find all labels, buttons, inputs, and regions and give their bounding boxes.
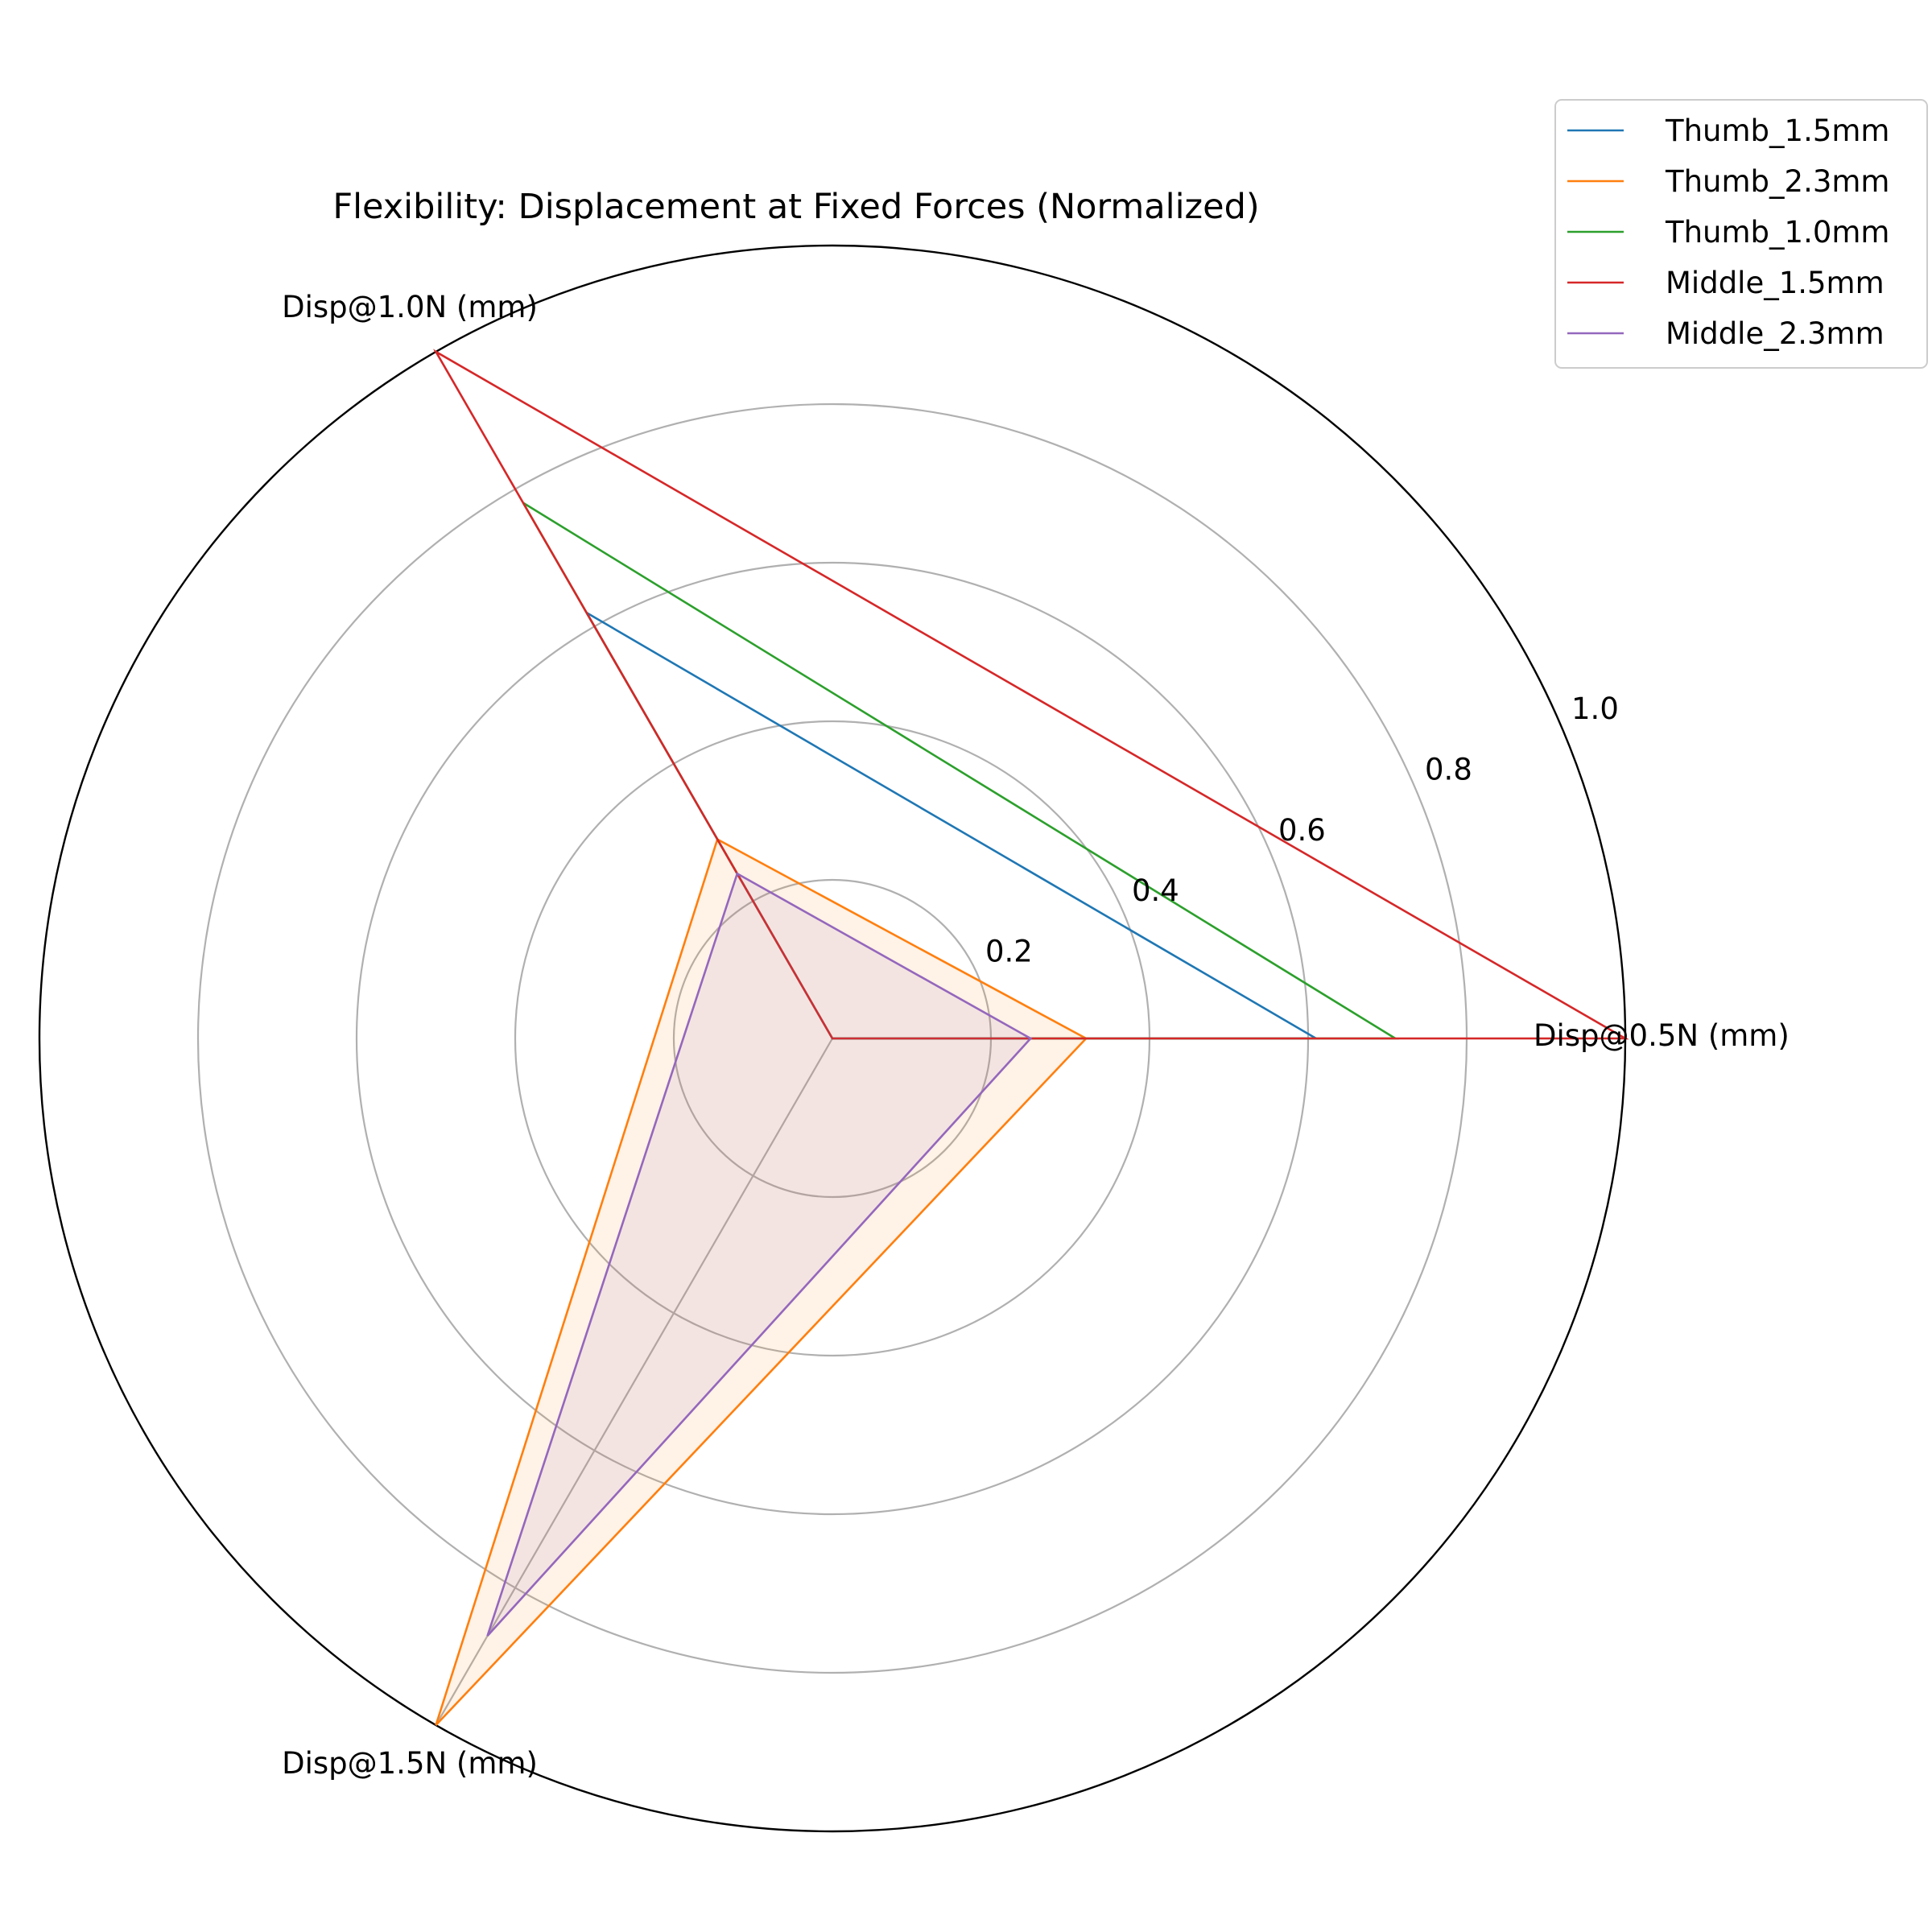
legend-label: Middle_2.3mm	[1666, 316, 1885, 351]
axis-label: Disp@0.5N (mm)	[1534, 1018, 1790, 1053]
legend-box	[1554, 99, 1928, 369]
series-line	[522, 502, 1399, 1040]
chart-title: Flexibility: Displacement at Fixed Force…	[332, 187, 1259, 227]
legend-label: Thumb_1.0mm	[1665, 215, 1889, 250]
r-tick-label: 0.4	[1132, 873, 1179, 908]
legend-label: Middle_1.5mm	[1666, 266, 1885, 300]
r-tick-label: 1.0	[1571, 691, 1619, 726]
r-tick-label: 0.8	[1425, 752, 1472, 786]
series-layer	[432, 349, 1629, 1726]
legend-label: Thumb_2.3mm	[1665, 164, 1889, 199]
series-line	[486, 872, 1033, 1637]
legend: Thumb_1.5mm Thumb_2.3mm Thumb_1.0mm Middle_…	[1554, 99, 1928, 369]
grid-spoke	[435, 1038, 833, 1726]
series-fill	[487, 873, 1031, 1637]
r-tick-label: 0.2	[985, 935, 1033, 969]
axis-label: Disp@1.5N (mm)	[282, 1746, 538, 1781]
axis-label: Disp@1.0N (mm)	[282, 290, 538, 324]
labels-layer: 0.2 0.4 0.6 0.8 1.0 Disp@0.5N (mm) Disp@1.0N (…	[282, 290, 1790, 1781]
r-tick-label: 0.6	[1278, 813, 1326, 848]
series-fill	[436, 839, 1087, 1726]
legend-label: Thumb_1.5mm	[1665, 114, 1889, 148]
series-line	[432, 349, 1629, 1040]
series-line	[435, 837, 1088, 1726]
